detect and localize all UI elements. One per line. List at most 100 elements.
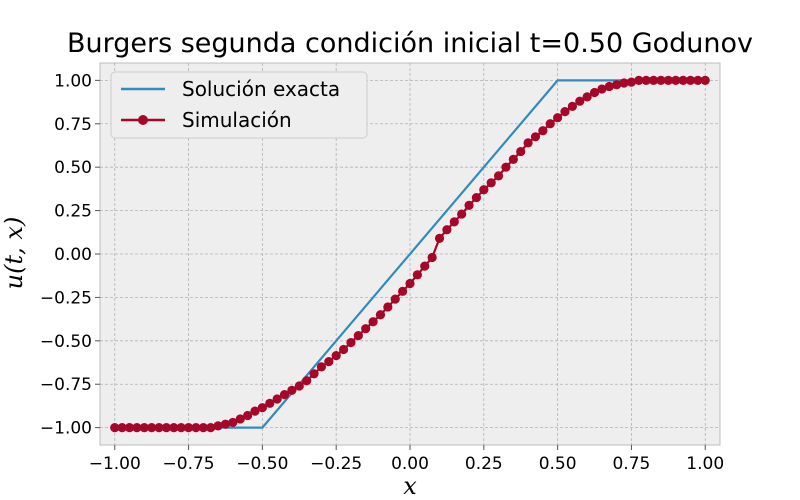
- data-point-simulation: [449, 217, 459, 227]
- data-point-simulation: [508, 154, 518, 164]
- data-point-simulation: [493, 171, 504, 181]
- x-tick-label: 1.00: [686, 454, 724, 474]
- data-point-simulation: [272, 394, 282, 404]
- data-point-simulation: [501, 162, 511, 172]
- data-point-simulation: [648, 75, 659, 85]
- data-point-simulation: [338, 344, 349, 355]
- data-point-simulation: [361, 324, 371, 334]
- data-point-simulation: [228, 417, 238, 428]
- data-point-simulation: [110, 423, 120, 433]
- data-point-simulation: [383, 302, 393, 312]
- legend-marker-sim: [138, 115, 148, 125]
- data-point-simulation: [139, 423, 149, 433]
- data-point-simulation: [265, 398, 275, 408]
- data-point-simulation: [619, 78, 629, 88]
- data-point-simulation: [353, 331, 363, 341]
- data-point-simulation: [368, 317, 378, 327]
- y-tick-label: −0.75: [40, 375, 92, 395]
- series-layer: [110, 75, 710, 433]
- x-tick-label: −1.00: [89, 454, 141, 474]
- data-point-simulation: [206, 423, 216, 433]
- data-point-simulation: [375, 310, 386, 320]
- data-point-simulation: [442, 225, 452, 235]
- data-point-simulation: [213, 421, 223, 431]
- data-point-simulation: [390, 294, 400, 304]
- data-point-simulation: [132, 423, 142, 433]
- data-point-simulation: [147, 423, 157, 433]
- data-point-simulation: [309, 369, 319, 379]
- data-point-simulation: [287, 385, 297, 395]
- data-point-simulation: [161, 423, 172, 433]
- data-point-simulation: [471, 192, 482, 203]
- data-point-simulation: [220, 419, 231, 429]
- chart-title: Burgers segunda condición inicial t=0.50…: [67, 28, 753, 59]
- data-point-simulation: [279, 390, 290, 400]
- x-tick-label: −0.50: [236, 454, 288, 474]
- data-point-simulation: [235, 414, 245, 424]
- data-point-simulation: [169, 423, 179, 433]
- data-point-simulation: [420, 261, 430, 271]
- data-point-simulation: [398, 286, 408, 296]
- data-point-simulation: [656, 75, 666, 85]
- data-point-simulation: [567, 101, 577, 112]
- y-axis-label: u(t, x): [0, 217, 28, 290]
- data-point-simulation: [316, 362, 327, 372]
- data-point-simulation: [124, 423, 135, 433]
- data-point-simulation: [434, 233, 445, 243]
- x-tick-label: −0.25: [310, 454, 362, 474]
- data-point-simulation: [597, 84, 607, 94]
- data-point-simulation: [700, 75, 710, 85]
- data-point-simulation: [553, 113, 563, 123]
- data-point-simulation: [457, 209, 467, 219]
- data-point-simulation: [545, 119, 555, 129]
- y-tick-label: −0.25: [40, 288, 92, 308]
- data-point-simulation: [486, 178, 496, 188]
- data-point-simulation: [678, 75, 688, 85]
- data-point-simulation: [575, 96, 585, 106]
- data-point-simulation: [198, 423, 208, 433]
- y-tick-label: 0.25: [54, 202, 92, 222]
- y-tick-label: 0.50: [54, 158, 92, 178]
- data-point-simulation: [405, 278, 415, 289]
- data-point-simulation: [479, 185, 489, 195]
- x-tick-label: 0.00: [391, 454, 429, 474]
- x-tick-label: 0.75: [612, 454, 650, 474]
- data-point-simulation: [523, 138, 533, 148]
- x-axis-label: x: [403, 472, 417, 500]
- data-point-simulation: [331, 350, 341, 361]
- data-point-simulation: [243, 410, 253, 421]
- data-point-simulation: [516, 146, 526, 157]
- data-point-simulation: [663, 75, 673, 85]
- data-point-simulation: [427, 252, 437, 263]
- data-point-simulation: [117, 423, 127, 433]
- data-point-simulation: [693, 75, 703, 85]
- x-tick-label: 0.25: [465, 454, 503, 474]
- data-point-simulation: [582, 92, 592, 102]
- legend-box: [110, 71, 368, 139]
- data-point-simulation: [412, 270, 422, 280]
- data-point-simulation: [634, 75, 644, 85]
- data-point-simulation: [604, 81, 614, 92]
- y-tick-label: −1.00: [40, 419, 92, 439]
- data-point-simulation: [626, 77, 637, 87]
- data-point-simulation: [176, 423, 186, 433]
- data-point-simulation: [294, 381, 304, 391]
- data-point-simulation: [464, 200, 474, 210]
- data-point-simulation: [250, 406, 260, 416]
- y-tick-label: 1.00: [54, 71, 92, 91]
- y-tick-label: −0.50: [40, 332, 92, 352]
- data-point-simulation: [183, 423, 194, 433]
- data-point-simulation: [685, 75, 696, 85]
- data-point-simulation: [154, 423, 164, 433]
- x-tick-label: 0.50: [539, 454, 577, 474]
- y-tick-label: 0.00: [54, 245, 92, 265]
- data-point-simulation: [302, 376, 312, 386]
- legend-label-exact: Solución exacta: [182, 77, 340, 101]
- y-tick-label: 0.75: [54, 115, 92, 135]
- data-point-simulation: [530, 132, 541, 142]
- legend-label-sim: Simulación: [182, 108, 292, 132]
- data-point-simulation: [560, 107, 570, 117]
- data-point-simulation: [257, 403, 267, 413]
- tick-labels: −1.00 −0.75 −0.50 −0.25 0.00 0.25 0.50 0.75 1.00…: [40, 71, 724, 474]
- x-tick-label: −0.75: [163, 454, 215, 474]
